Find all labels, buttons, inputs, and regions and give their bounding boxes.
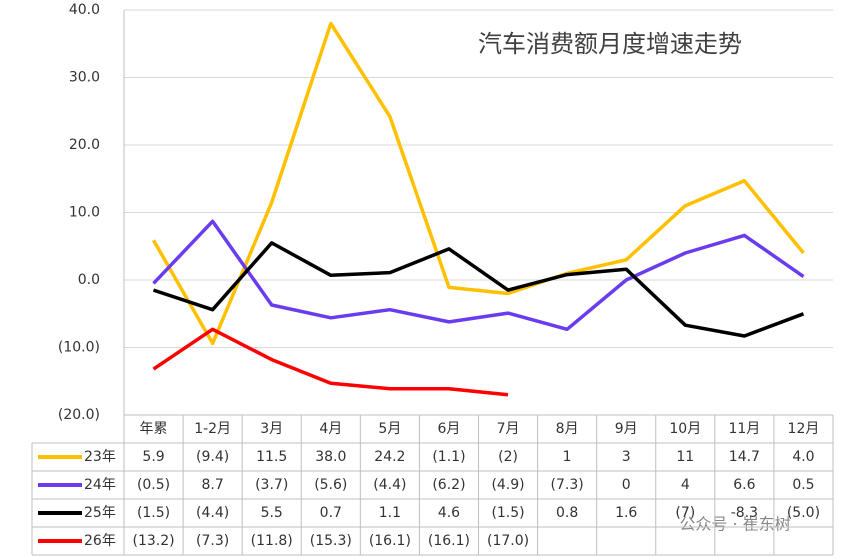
y-tick-label: 20.0 (69, 137, 100, 153)
table-value: 0 (622, 477, 631, 493)
table-value: (4.4) (196, 505, 229, 521)
x-tick-label: 9月 (615, 421, 638, 437)
x-tick-label: 4月 (319, 421, 342, 437)
series-line (151, 21, 805, 346)
table-value: 5.5 (261, 505, 283, 521)
table-value: (2) (498, 449, 518, 465)
x-tick-label: 年累 (140, 421, 168, 437)
table-value: 14.7 (729, 449, 760, 465)
x-tick-label: 5月 (378, 421, 401, 437)
x-tick-label: 12月 (788, 421, 820, 437)
legend-label: 23年 (84, 449, 116, 465)
watermark: 公众号 · 崔东树 (679, 515, 790, 534)
chart-title: 汽车消费额月度增速走势 (478, 30, 742, 58)
table-value: 4.0 (792, 449, 814, 465)
y-tick-label: 10.0 (69, 205, 100, 221)
table-value: (1.5) (491, 505, 524, 521)
series-line (152, 327, 509, 397)
table-value: (5.0) (787, 505, 820, 521)
table-value: (0.5) (137, 477, 170, 493)
x-tick-label: 6月 (437, 421, 460, 437)
table-value: 11 (676, 449, 694, 465)
y-tick-label: 30.0 (69, 70, 100, 86)
table-value: (4.4) (373, 477, 406, 493)
series-line (152, 241, 805, 338)
table-value: (16.1) (428, 533, 470, 549)
table-value: 0.8 (556, 505, 578, 521)
table-value: (6.2) (432, 477, 465, 493)
table-value: 0.7 (320, 505, 342, 521)
legend-label: 25年 (84, 505, 116, 521)
table-value: 38.0 (315, 449, 346, 465)
table-value: 4 (681, 477, 690, 493)
x-tick-label: 3月 (260, 421, 283, 437)
table-value: (11.8) (251, 533, 293, 549)
table-value: 11.5 (256, 449, 287, 465)
table-value: 8.7 (201, 477, 223, 493)
table-value: 4.6 (438, 505, 460, 521)
table-value: 6.6 (733, 477, 755, 493)
table-value: (5.6) (314, 477, 347, 493)
table-value: 3 (622, 449, 631, 465)
x-tick-label: 10月 (669, 421, 701, 437)
table-value: (1.1) (432, 449, 465, 465)
table-value: (16.1) (369, 533, 411, 549)
table-value: -8.3 (731, 505, 758, 521)
table-value: (9.4) (196, 449, 229, 465)
table-value: 1.1 (379, 505, 401, 521)
table-value: 24.2 (374, 449, 405, 465)
x-tick-label: 11月 (728, 421, 760, 437)
x-tick-label: 8月 (556, 421, 579, 437)
table-value: (4.9) (491, 477, 524, 493)
table-value: (1.5) (137, 505, 170, 521)
table-value: (17.0) (487, 533, 529, 549)
table-value: 1.6 (615, 505, 637, 521)
x-tick-label: 1-2月 (194, 421, 231, 437)
x-tick-label: 7月 (497, 421, 520, 437)
table-value: 1 (563, 449, 572, 465)
y-tick-label: (20.0) (58, 407, 100, 423)
table-value: 0.5 (792, 477, 814, 493)
y-tick-label: 40.0 (69, 2, 100, 18)
legend-label: 24年 (84, 477, 116, 493)
table-value: (7) (675, 505, 695, 521)
y-tick-label: (10.0) (58, 340, 100, 356)
table-value: (13.2) (132, 533, 174, 549)
y-tick-label: 0.0 (78, 272, 100, 288)
table-value: (7.3) (196, 533, 229, 549)
table-value: (3.7) (255, 477, 288, 493)
series-line (152, 219, 805, 332)
table-value: 5.9 (142, 449, 164, 465)
legend-label: 26年 (84, 533, 116, 549)
table-value: (15.3) (310, 533, 352, 549)
table-value: (7.3) (551, 477, 584, 493)
